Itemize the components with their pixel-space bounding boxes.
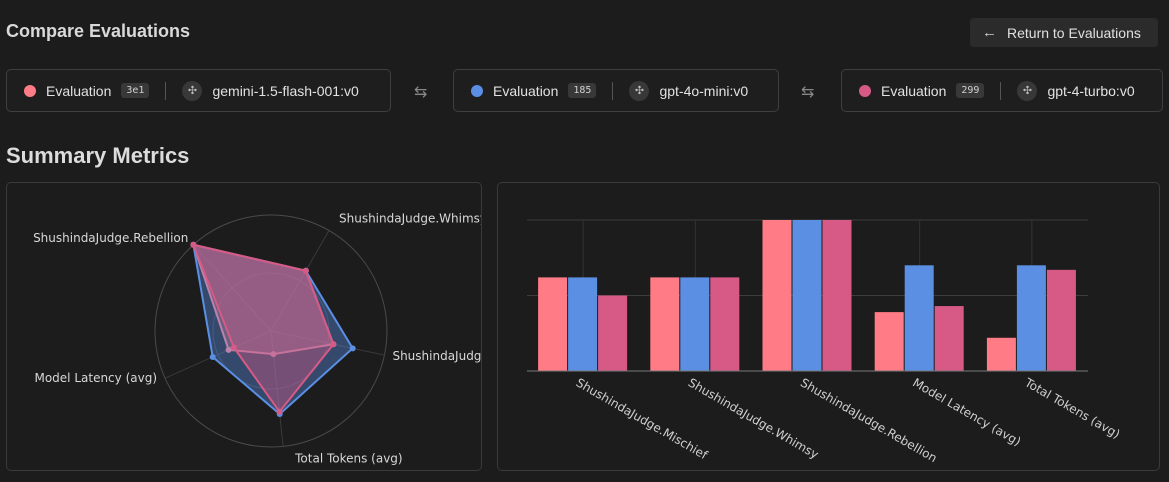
- radar-point: [190, 241, 197, 248]
- radar-point: [302, 267, 309, 274]
- bar: [934, 306, 964, 371]
- radar-axis-line: [164, 330, 272, 379]
- evaluation-card-1[interactable]: Evaluation 3e1 ✣ gemini-1.5-flash-001:v0: [6, 69, 391, 112]
- evaluation-color-dot: [471, 84, 483, 97]
- radar-series-area: [191, 243, 335, 414]
- bar-category-label: Model Latency (avg): [910, 375, 1023, 448]
- evaluation-color-dot: [24, 84, 36, 97]
- radar-point: [209, 353, 216, 360]
- arrow-left-icon: ←: [982, 24, 997, 41]
- evaluation-id-badge: 299: [956, 83, 985, 98]
- radar-point: [230, 344, 237, 351]
- radar-axis-label: ShushindaJudge: [392, 349, 482, 363]
- radar-grid-circle: [154, 214, 388, 448]
- bar-chart-panel: ShushindaJudge.Mischief ShushindaJudge.Wh…: [497, 182, 1160, 471]
- bar: [762, 220, 792, 371]
- evaluation-card-2[interactable]: Evaluation 185 ✣ gpt-4o-mini:v0: [453, 69, 779, 112]
- bar: [1046, 269, 1076, 371]
- radar-axis-label: Total Tokens (avg): [294, 451, 402, 465]
- evaluation-label: Evaluation: [46, 82, 112, 99]
- bar: [650, 277, 680, 371]
- bar: [904, 265, 934, 371]
- radar-axis-label: Model Latency (avg): [34, 371, 157, 385]
- evaluation-id-badge: 185: [568, 83, 597, 98]
- radar-point: [330, 341, 337, 348]
- card-divider: [165, 81, 167, 100]
- radar-chart-panel: ShushindaJudge.Whimsy ShushindaJudge Total…: [6, 182, 482, 471]
- bar: [680, 277, 710, 371]
- model-name: gemini-1.5-flash-001:v0: [212, 82, 359, 99]
- radar-point: [225, 346, 232, 353]
- bar: [792, 220, 822, 371]
- swap-icon[interactable]: ⇆: [414, 84, 428, 101]
- bar: [1016, 265, 1046, 371]
- bar: [538, 277, 568, 371]
- radar-chart: ShushindaJudge.Whimsy ShushindaJudge Total…: [33, 212, 482, 466]
- evaluation-label: Evaluation: [493, 82, 559, 99]
- model-name: gpt-4-turbo:v0: [1047, 82, 1135, 99]
- swap-icon[interactable]: ⇆: [801, 84, 815, 101]
- radar-axis-label: ShushindaJudge.Rebellion: [33, 231, 188, 245]
- bar: [598, 295, 628, 371]
- radar-axis-label: ShushindaJudge.Whimsy: [339, 212, 482, 226]
- radar-point: [349, 345, 356, 352]
- evaluation-label: Evaluation: [881, 82, 947, 99]
- bar: [710, 277, 740, 371]
- page-title: Compare Evaluations: [6, 21, 191, 41]
- summary-metrics-title: Summary Metrics: [6, 143, 190, 168]
- bar-category-label: Total Tokens (avg): [1022, 375, 1123, 441]
- model-icon: ✣: [182, 80, 203, 101]
- bar: [874, 312, 904, 371]
- evaluation-color-dot: [859, 84, 871, 97]
- return-to-evaluations-button[interactable]: ← Return to Evaluations: [970, 18, 1158, 47]
- bar-chart: ShushindaJudge.MischiefShushindaJudge.Wh…: [527, 219, 1123, 465]
- card-divider: [1000, 81, 1002, 100]
- card-divider: [612, 81, 614, 100]
- radar-axis-line: [270, 230, 330, 332]
- evaluation-id-badge: 3e1: [121, 83, 150, 98]
- bar: [568, 277, 598, 371]
- bar: [822, 220, 852, 371]
- bar: [986, 337, 1016, 371]
- return-label: Return to Evaluations: [1007, 24, 1141, 41]
- model-name: gpt-4o-mini:v0: [659, 82, 749, 99]
- radar-point: [270, 351, 277, 358]
- radar-axis-line: [193, 244, 272, 332]
- model-icon: ✣: [629, 80, 650, 101]
- radar-axis-line: [270, 330, 385, 356]
- model-icon: ✣: [1017, 80, 1038, 101]
- radar-point: [276, 408, 283, 415]
- evaluation-card-3[interactable]: Evaluation 299 ✣ gpt-4-turbo:v0: [841, 69, 1163, 112]
- radar-axis-line: [270, 330, 284, 447]
